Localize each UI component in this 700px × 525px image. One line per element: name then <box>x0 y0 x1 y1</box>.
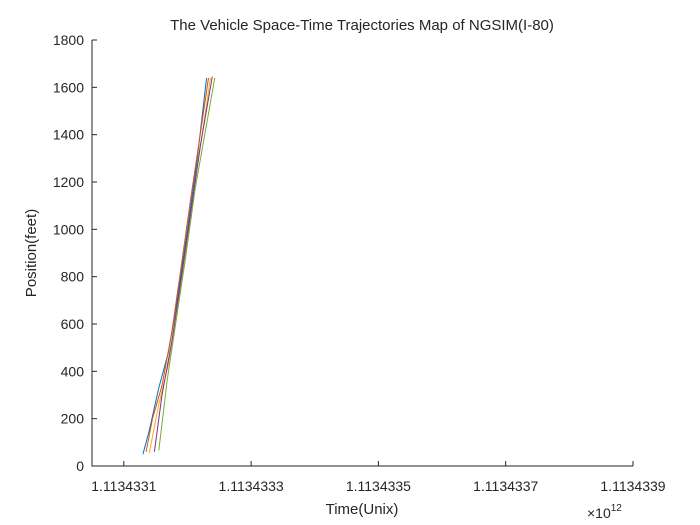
y-tick-label: 200 <box>61 411 85 427</box>
x-axis-label: Time(Unix) <box>326 501 399 518</box>
x-tick-label: 1.1134331 <box>91 478 156 494</box>
trajectory-line <box>158 77 216 451</box>
y-tick-label: 1800 <box>53 32 84 48</box>
chart-title: The Vehicle Space-Time Trajectories Map … <box>170 17 554 34</box>
x-tick-label: 1.1134337 <box>473 478 538 494</box>
x-tick-label: 1.1134333 <box>219 478 284 494</box>
x-tick-label: 1.1134335 <box>346 478 411 494</box>
y-tick-label: 0 <box>76 458 84 474</box>
y-axis-ticks: 0 200 400 600 800 1000 1200 1400 1600 1800 <box>53 32 97 474</box>
x-axis-exponent: ×1012 <box>587 503 622 521</box>
y-tick-label: 1000 <box>53 221 84 237</box>
y-tick-label: 800 <box>61 269 85 285</box>
y-tick-label: 1400 <box>53 127 84 143</box>
y-axis-label: Position(feet) <box>23 209 40 297</box>
y-tick-label: 600 <box>61 316 85 332</box>
y-tick-label: 1200 <box>53 174 84 190</box>
y-tick-label: 1600 <box>53 79 84 95</box>
trajectory-lines <box>142 76 216 455</box>
x-axis-exponent-base: ×10 <box>587 505 611 521</box>
y-tick-label: 400 <box>61 363 85 379</box>
x-tick-label: 1.1134339 <box>600 478 665 494</box>
x-axis-exponent-power: 12 <box>611 503 623 514</box>
trajectory-line <box>145 77 209 452</box>
x-axis-ticks: 1.1134331 1.1134333 1.1134335 1.1134337 1.11… <box>91 461 666 494</box>
trajectory-line <box>153 76 213 452</box>
